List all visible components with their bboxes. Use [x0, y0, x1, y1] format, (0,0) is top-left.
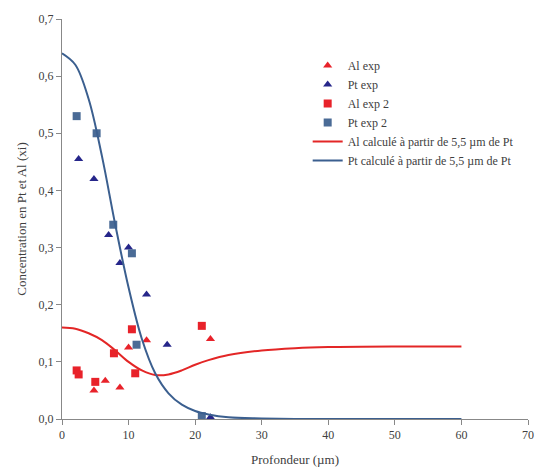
svg-text:0,4: 0,4: [39, 184, 54, 198]
svg-text:Al exp 2: Al exp 2: [348, 97, 389, 111]
svg-text:Pt exp: Pt exp: [348, 78, 378, 92]
svg-text:0,1: 0,1: [39, 355, 54, 369]
svg-text:Pt calculé à partir de 5,5 µm: Pt calculé à partir de 5,5 µm de Pt: [348, 154, 512, 168]
svg-text:0,3: 0,3: [39, 241, 54, 255]
svg-text:Profondeur (µm): Profondeur (µm): [251, 452, 339, 467]
svg-text:0,6: 0,6: [39, 69, 54, 83]
svg-text:50: 50: [389, 428, 401, 442]
svg-text:20: 20: [189, 428, 201, 442]
svg-text:30: 30: [256, 428, 268, 442]
svg-text:Al calculé à partir de 5,5 µm: Al calculé à partir de 5,5 µm de Pt: [348, 135, 514, 149]
svg-text:0,5: 0,5: [39, 126, 54, 140]
svg-text:0,0: 0,0: [39, 412, 54, 426]
svg-text:0,7: 0,7: [39, 12, 54, 26]
svg-text:10: 10: [123, 428, 135, 442]
svg-text:Concentration en Pt et Al (xi): Concentration en Pt et Al (xi): [14, 142, 29, 295]
svg-text:Al exp: Al exp: [348, 59, 380, 73]
svg-text:Pt exp 2: Pt exp 2: [348, 116, 387, 130]
svg-text:60: 60: [455, 428, 467, 442]
svg-text:0: 0: [59, 428, 65, 442]
svg-text:0,2: 0,2: [39, 298, 54, 312]
svg-text:70: 70: [522, 428, 534, 442]
svg-text:40: 40: [322, 428, 334, 442]
